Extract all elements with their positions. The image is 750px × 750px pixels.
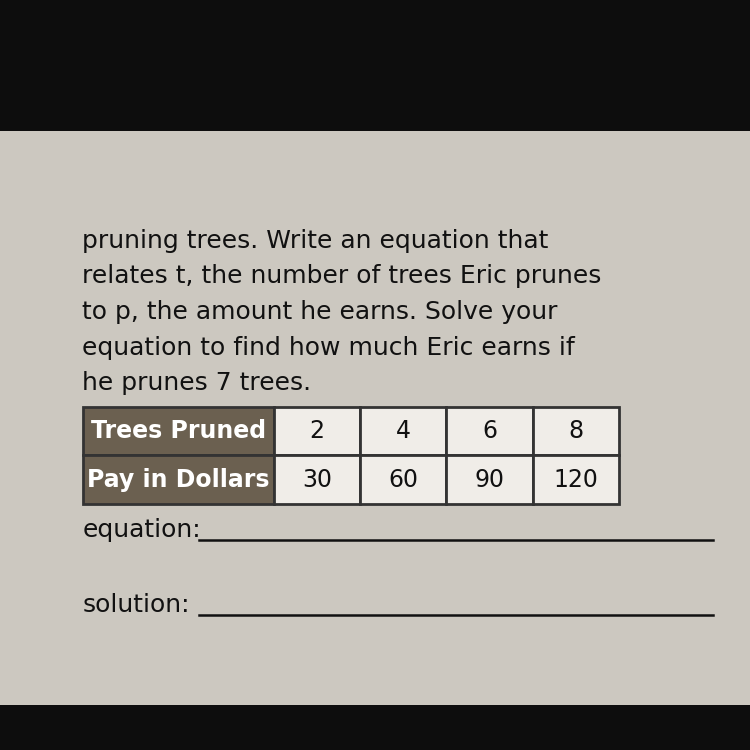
Text: equation to find how much Eric earns if: equation to find how much Eric earns if (82, 335, 575, 359)
Bar (360, 406, 446, 455)
Text: 4: 4 (396, 419, 411, 443)
Text: 6: 6 (482, 419, 496, 443)
Bar (82, 455, 274, 504)
Text: he prunes 7 trees.: he prunes 7 trees. (82, 371, 312, 395)
Text: 2: 2 (309, 419, 324, 443)
Text: pruning trees. Write an equation that: pruning trees. Write an equation that (82, 229, 549, 253)
Text: Trees Pruned: Trees Pruned (91, 419, 266, 443)
Bar (532, 406, 619, 455)
Bar (360, 455, 446, 504)
Bar (274, 406, 360, 455)
Text: relates t, the number of trees Eric prunes: relates t, the number of trees Eric prun… (82, 264, 602, 288)
Bar (82, 406, 274, 455)
Bar (446, 406, 532, 455)
Text: 90: 90 (474, 468, 504, 492)
Text: to p, the amount he earns. Solve your: to p, the amount he earns. Solve your (82, 300, 558, 324)
Text: 8: 8 (568, 419, 584, 443)
Text: Pay in Dollars: Pay in Dollars (87, 468, 269, 492)
Text: equation:: equation: (82, 518, 201, 542)
Text: 120: 120 (554, 468, 598, 492)
Text: solution:: solution: (82, 592, 190, 616)
Bar (532, 455, 619, 504)
Bar (274, 455, 360, 504)
Text: 30: 30 (302, 468, 332, 492)
Bar (446, 455, 532, 504)
Text: 60: 60 (388, 468, 418, 492)
Bar (0, 131, 750, 705)
